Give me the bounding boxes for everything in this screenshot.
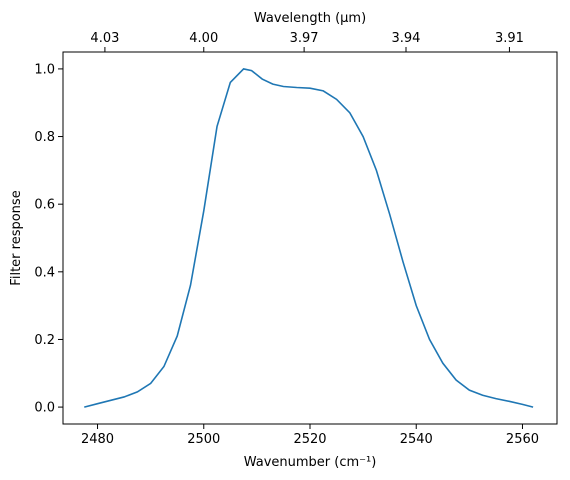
y-axis-ticks: 0.0 0.2 0.4 0.6 0.8 1.0: [34, 62, 63, 416]
y-tick-label: 0.2: [34, 333, 55, 348]
x-tick-label: 2520: [293, 432, 326, 447]
x-tick-label: 2500: [187, 432, 220, 447]
y-tick-label: 0.0: [34, 401, 55, 416]
top-tick-label: 3.91: [495, 31, 524, 46]
top-axis-ticks: 4.03 4.00 3.97 3.94 3.91: [90, 31, 524, 52]
x-tick-label: 2540: [400, 432, 433, 447]
x-tick-label: 2480: [81, 432, 114, 447]
x-axis-label: Wavenumber (cm⁻¹): [244, 455, 377, 470]
top-tick-label: 3.97: [290, 31, 319, 46]
top-axis-label: Wavelength (μm): [254, 11, 366, 26]
x-tick-label: 2560: [506, 432, 539, 447]
y-tick-label: 1.0: [34, 62, 55, 77]
top-tick-label: 4.03: [90, 31, 119, 46]
series-line-filter-response: [84, 68, 534, 408]
y-tick-label: 0.4: [34, 265, 55, 280]
top-tick-label: 4.00: [189, 31, 218, 46]
top-tick-label: 3.94: [392, 31, 421, 46]
y-tick-label: 0.6: [34, 198, 55, 213]
y-axis-label: Filter response: [9, 190, 24, 285]
y-tick-label: 0.8: [34, 130, 55, 145]
x-axis-ticks: 2480 2500 2520 2540 2560: [81, 424, 539, 447]
plot-frame: [62, 51, 558, 425]
